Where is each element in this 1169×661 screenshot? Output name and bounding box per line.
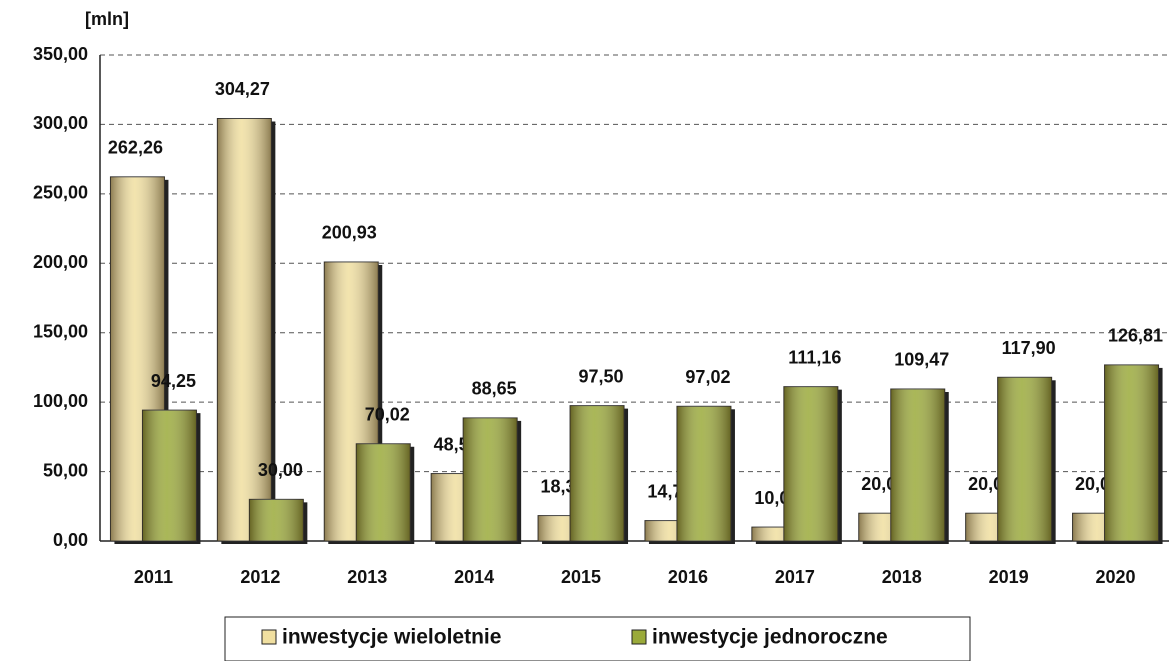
y-axis-label: [mln]	[85, 9, 129, 29]
legend-swatch	[261, 629, 277, 645]
bar-shading	[997, 377, 1052, 541]
x-tick-label: 2017	[775, 567, 815, 587]
bar-shading	[676, 406, 731, 541]
value-label: 97,02	[685, 367, 730, 387]
bar-shading	[463, 417, 518, 541]
x-tick-label: 2012	[240, 567, 280, 587]
x-tick-label: 2018	[882, 567, 922, 587]
y-tick-label: 350,00	[33, 44, 88, 64]
y-tick-label: 100,00	[33, 391, 88, 411]
value-label: 94,25	[151, 371, 196, 391]
value-label: 30,00	[258, 460, 303, 480]
legend-swatch	[631, 629, 647, 645]
x-tick-label: 2016	[668, 567, 708, 587]
x-tick-label: 2011	[134, 567, 173, 587]
y-tick-label: 50,00	[43, 460, 88, 480]
x-tick-label: 2015	[561, 567, 601, 587]
legend-box	[224, 616, 971, 661]
y-tick-label: 250,00	[33, 183, 88, 203]
bar-shading	[356, 443, 411, 541]
bar-shading	[783, 386, 838, 541]
x-tick-label: 2014	[454, 567, 494, 587]
legend-label: inwestycje jednoroczne	[652, 626, 888, 649]
legend-label: inwestycje wieloletnie	[282, 626, 501, 649]
x-tick-label: 2013	[347, 567, 387, 587]
y-tick-label: 150,00	[33, 321, 88, 341]
value-label: 109,47	[894, 350, 949, 370]
value-label: 304,27	[215, 79, 270, 99]
bar-shading	[1104, 364, 1159, 541]
x-tick-label: 2019	[989, 567, 1029, 587]
value-label: 97,50	[579, 366, 624, 386]
value-label: 262,26	[108, 138, 163, 158]
bar-shading	[890, 388, 945, 541]
bar-shading	[249, 499, 304, 541]
value-label: 70,02	[365, 405, 410, 425]
value-label: 117,90	[1002, 338, 1056, 358]
value-label: 126,81	[1108, 326, 1163, 346]
x-tick-label: 2020	[1096, 567, 1136, 587]
value-label: 88,65	[472, 379, 517, 399]
value-label: 111,16	[788, 347, 841, 367]
y-tick-label: 300,00	[33, 113, 88, 133]
bar-shading	[570, 405, 625, 541]
y-tick-label: 200,00	[33, 252, 88, 272]
bar-shading	[142, 410, 197, 541]
y-tick-label: 0,00	[53, 530, 88, 550]
bar-shading	[217, 118, 272, 541]
value-label: 200,93	[322, 223, 377, 243]
